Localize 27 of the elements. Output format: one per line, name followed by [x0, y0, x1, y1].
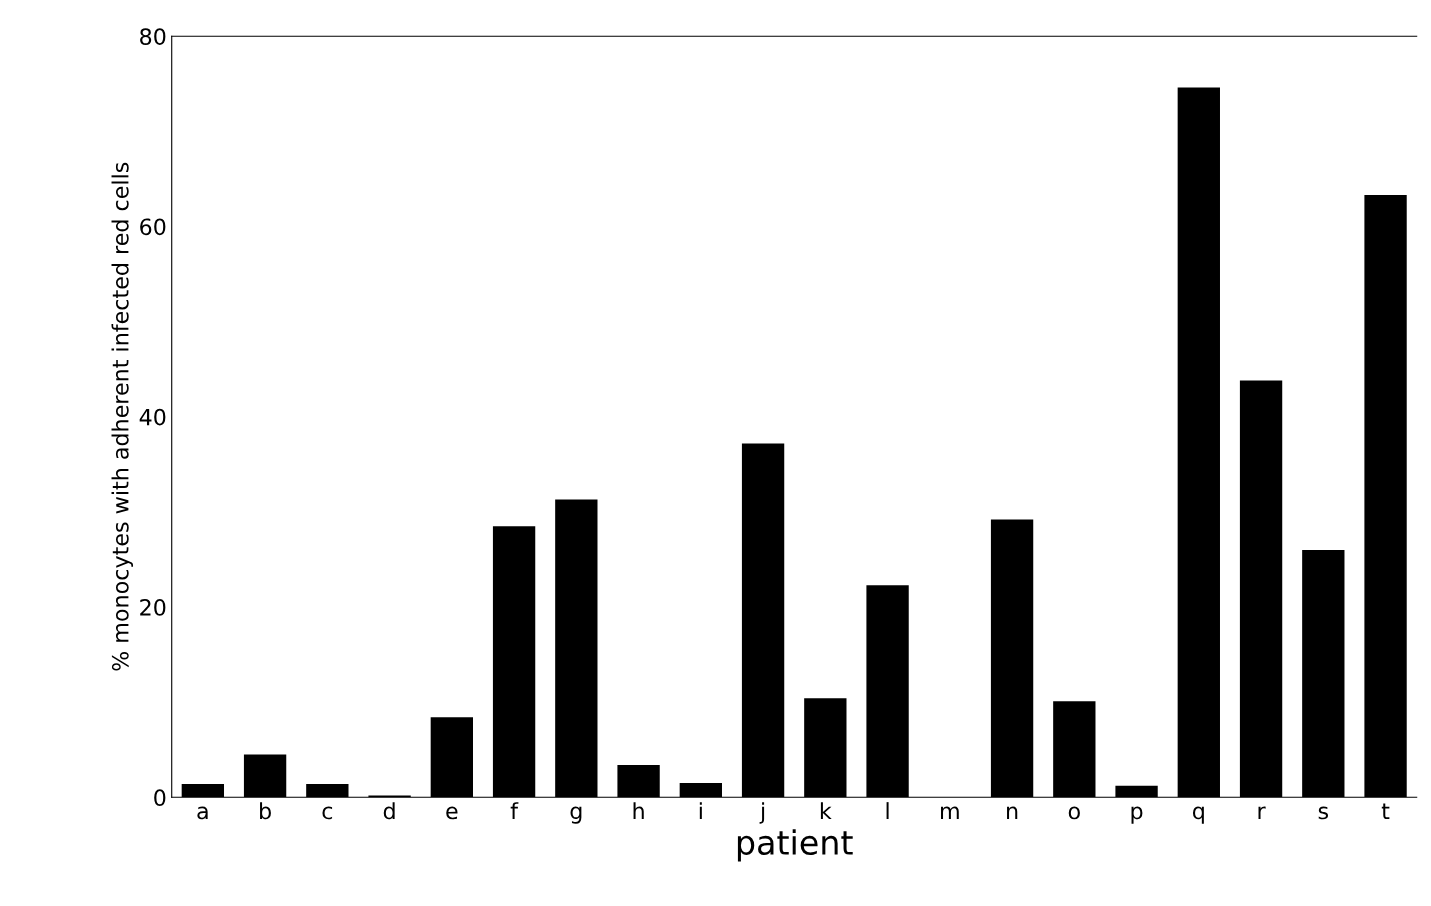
x-tick-label: r [1258, 806, 1266, 820]
x-axis-title: patient [737, 829, 853, 862]
x-tick-label: e [446, 806, 458, 820]
x-tick-label: s [1318, 806, 1329, 820]
y-tick-label: 0 [154, 789, 166, 807]
x-tick-label: o [1068, 806, 1080, 820]
x-tick-label: q [1192, 806, 1204, 824]
x-tick-label: b [260, 802, 271, 820]
x-tick-label: a [197, 806, 208, 820]
y-tick-label: 20 [140, 598, 166, 616]
x-tick-label: t [1381, 803, 1390, 820]
x-tick-label: n [1007, 806, 1018, 820]
x-tick-label: d [383, 802, 395, 820]
x-tick-label: p [1131, 806, 1143, 824]
x-tick-label: m [941, 806, 959, 820]
x-tick-label: l [886, 802, 889, 820]
x-tick-label: k [820, 802, 832, 820]
x-tick-label: c [322, 806, 333, 820]
x-tick-label: i [699, 802, 702, 820]
x-tick-label: g [570, 806, 582, 824]
x-tick-label: h [633, 802, 644, 820]
x-tick-label: f [510, 802, 519, 820]
y-tick-label: 60 [140, 218, 166, 236]
y-tick-label: 80 [140, 28, 166, 45]
y-tick-label: 40 [139, 408, 166, 426]
y-axis-title: % monocytes with adherent infected red cells [111, 162, 134, 671]
x-tick-label: j [759, 802, 765, 824]
